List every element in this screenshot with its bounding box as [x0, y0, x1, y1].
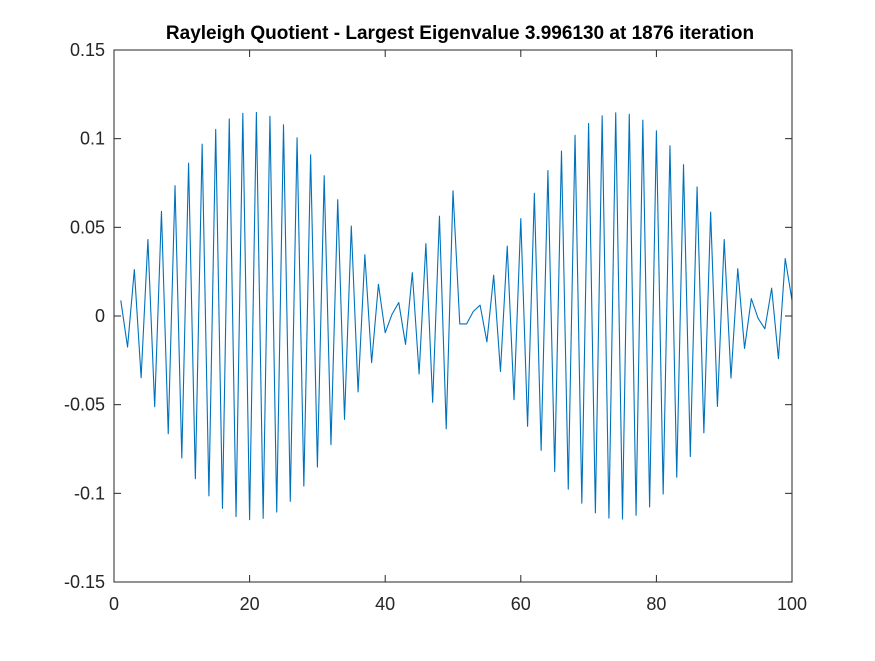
y-tick-label: 0.1 [80, 129, 105, 149]
y-tick-label: -0.05 [64, 395, 105, 415]
x-tick-label: 60 [511, 594, 531, 614]
y-tick-label: 0.15 [70, 40, 105, 60]
series-line [120, 111, 793, 521]
y-tick-label: 0.05 [70, 217, 105, 237]
y-tick-label: 0 [95, 306, 105, 326]
tick-layer: 0 20 40 60 80 100 -0.15 -0.1 -0.05 0 0.05 0.1 0.15 [64, 40, 807, 614]
y-tick-label: -0.15 [64, 572, 105, 592]
x-tick-label: 20 [240, 594, 260, 614]
chart-title: Rayleigh Quotient - Largest Eigenvalue 3… [166, 23, 754, 44]
y-tick-label: -0.1 [74, 483, 105, 503]
data-layer [120, 111, 793, 521]
x-tick-label: 40 [375, 594, 395, 614]
x-tick-label: 80 [646, 594, 666, 614]
x-tick-label: 100 [777, 594, 807, 614]
x-tick-label: 0 [109, 594, 119, 614]
plot-area [114, 50, 792, 582]
